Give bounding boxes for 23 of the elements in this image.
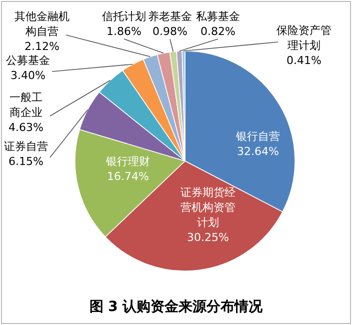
slice-label: 其他金融机构自营 bbox=[14, 10, 70, 38]
slice-label: 证券自营 bbox=[4, 140, 48, 153]
data-label: 32.64% bbox=[237, 145, 279, 158]
slice-label: 保险资产管理计划 bbox=[276, 24, 332, 52]
data-label: 3.40% bbox=[10, 69, 46, 82]
slice-label: 信托计划 bbox=[102, 10, 146, 23]
data-label: 1.86% bbox=[106, 25, 142, 38]
slice-label: 证券期货经营机构资管计划 bbox=[180, 186, 236, 229]
slice-label: 私募基金 bbox=[196, 10, 240, 23]
slice-label: 一般工商企业 bbox=[10, 91, 42, 119]
text: 图 3 认购资金来源分布情况 bbox=[89, 299, 264, 315]
data-label: 0.98% bbox=[152, 25, 188, 38]
slice-label: 养老基金 bbox=[148, 10, 192, 23]
data-label: 16.74% bbox=[107, 170, 149, 183]
data-label: 4.63% bbox=[8, 121, 44, 134]
data-label: 2.12% bbox=[24, 40, 60, 53]
data-label: 30.25% bbox=[187, 231, 229, 244]
data-label: 0.82% bbox=[200, 25, 236, 38]
data-label: 6.15% bbox=[8, 155, 44, 168]
slice-label: 公募基金 bbox=[6, 54, 50, 67]
data-label: 0.41% bbox=[286, 54, 322, 67]
slice-label: 银行自营 bbox=[235, 130, 280, 143]
slice-label: 银行理财 bbox=[105, 155, 150, 168]
